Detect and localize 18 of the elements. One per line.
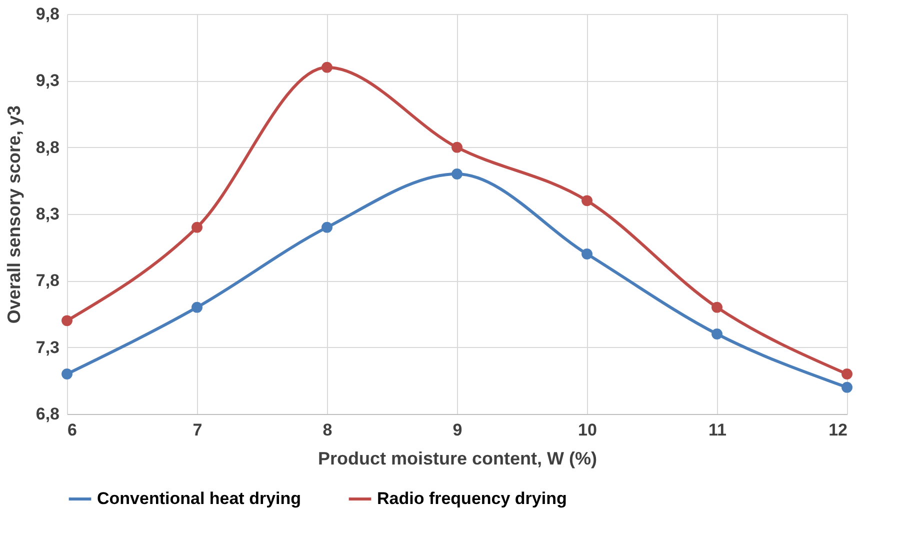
y-tick-label: 8,3 xyxy=(36,204,60,224)
legend-label: Radio frequency drying xyxy=(377,489,567,508)
y-axis-title: Overall sensory score, y3 xyxy=(4,105,24,324)
y-tick-label: 7,8 xyxy=(36,271,60,290)
x-axis-title: Product moisture content, W (%) xyxy=(318,448,598,468)
legend-label: Conventional heat drying xyxy=(97,489,302,508)
y-tick-label: 8,8 xyxy=(36,138,60,157)
y-tick-label: 9,8 xyxy=(36,4,60,24)
x-tick-label: 8 xyxy=(322,420,332,440)
y-tick-label: 6,8 xyxy=(36,404,60,424)
x-tick-label: 9 xyxy=(452,420,462,440)
y-tick-label: 9,3 xyxy=(36,71,60,90)
x-tick-label: 7 xyxy=(192,420,202,440)
x-tick-label: 6 xyxy=(68,420,77,440)
x-tick-label: 12 xyxy=(828,420,848,440)
y-tick-label: 7,3 xyxy=(36,338,60,357)
x-tick-label: 10 xyxy=(578,420,597,440)
x-tick-label: 11 xyxy=(708,420,726,440)
